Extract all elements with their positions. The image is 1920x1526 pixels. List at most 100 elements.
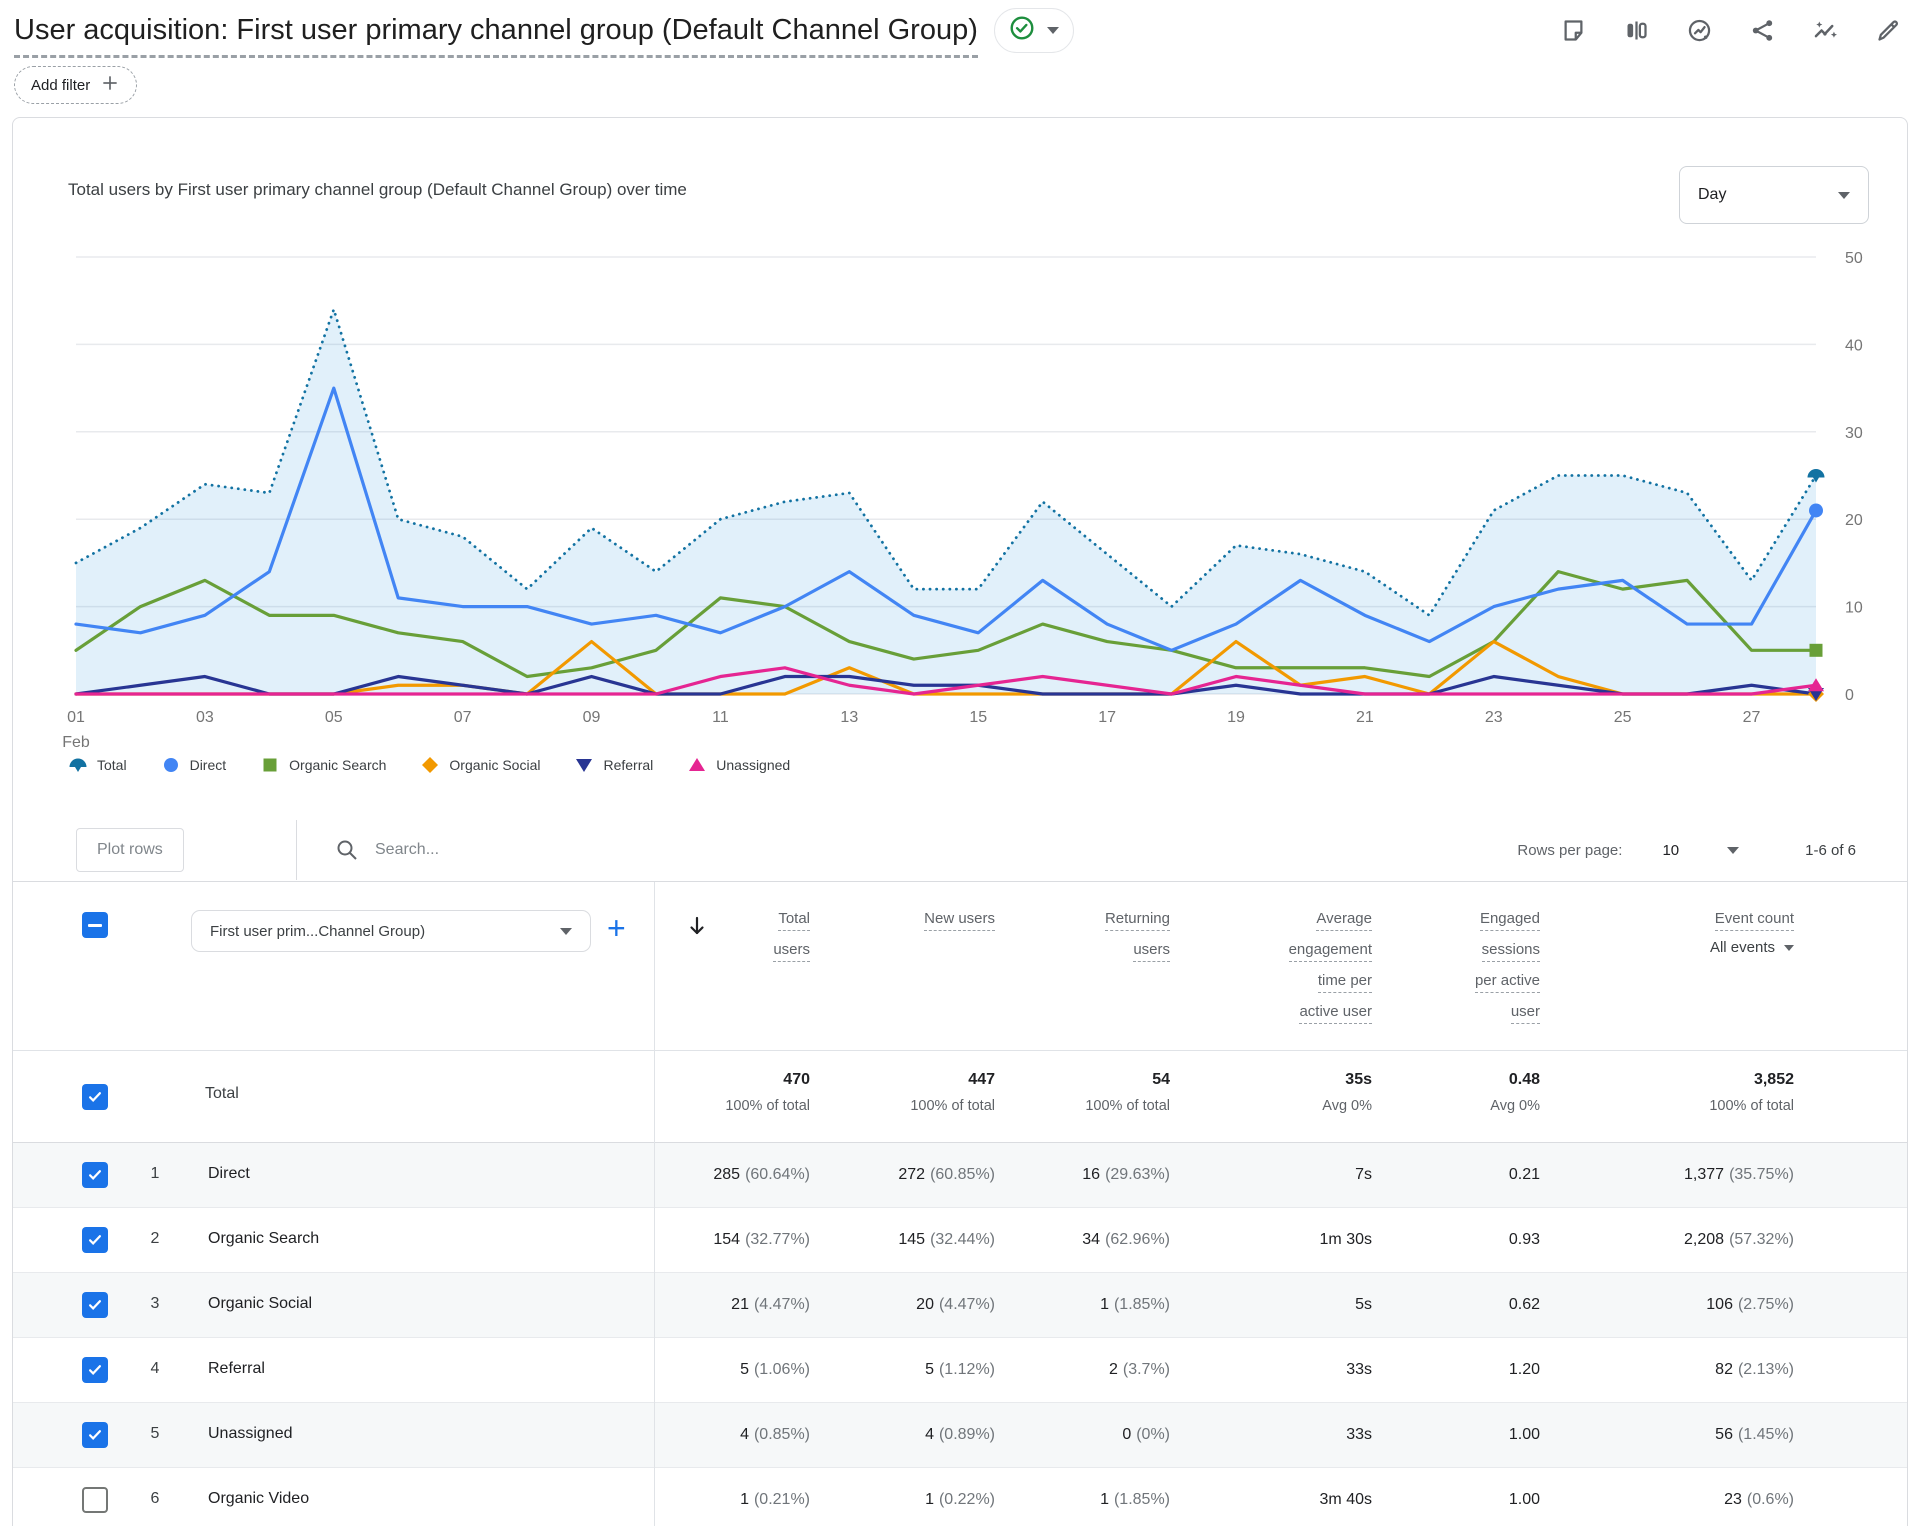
granularity-value: Day (1698, 186, 1726, 204)
svg-text:30: 30 (1845, 425, 1863, 442)
event-count-filter[interactable]: All events (1710, 939, 1794, 956)
rows-per-page-label: Rows per page: (1517, 842, 1622, 859)
svg-text:09: 09 (583, 709, 601, 726)
metric-cell: 1(1.85%) (1100, 1273, 1170, 1337)
total-cell: 3,852100% of total (1709, 1067, 1794, 1119)
column-header-engaged-sessions-per-active-user[interactable]: Engagedsessionsper activeuser (1475, 908, 1540, 1032)
svg-text:20: 20 (1845, 512, 1863, 529)
row-channel-name: Direct (208, 1165, 250, 1183)
add-filter-label: Add filter (31, 77, 90, 94)
sparkline-insights-icon[interactable] (1812, 17, 1839, 44)
column-header-total-users[interactable]: Totalusers (773, 908, 810, 970)
metric-cell: 4(0.89%) (925, 1403, 995, 1467)
dimension-selector[interactable]: First user prim...Channel Group) (191, 910, 591, 952)
legend-item-referral[interactable]: Referral (574, 756, 653, 774)
metric-cell: 1(0.22%) (925, 1468, 995, 1526)
table-header: First user prim...Channel Group) + Total… (13, 882, 1907, 1051)
legend-item-direct[interactable]: Direct (161, 756, 227, 774)
metric-cell: 1(1.85%) (1100, 1468, 1170, 1526)
row-number: 6 (141, 1490, 169, 1508)
legend-item-total[interactable]: Total (68, 756, 127, 774)
metric-cell: 56(1.45%) (1715, 1403, 1794, 1467)
total-cell: 35sAvg 0% (1322, 1067, 1372, 1119)
row-checkbox-organic-video[interactable] (82, 1487, 108, 1513)
chart-title: Total users by First user primary channe… (68, 180, 687, 200)
metric-cell: 0(0%) (1122, 1403, 1170, 1467)
table-toolbar: Plot rows Rows per page: 10 1-6 of 6 (13, 818, 1907, 882)
add-dimension-button[interactable]: + (607, 912, 626, 944)
select-all-checkbox[interactable] (82, 912, 108, 938)
pagination-range: 1-6 of 6 (1805, 842, 1856, 859)
svg-text:13: 13 (840, 709, 858, 726)
table-row-unassigned: 5 Unassigned4(0.85%)4(0.89%)0(0%)33s1.00… (13, 1403, 1907, 1468)
granularity-select[interactable]: Day (1679, 166, 1869, 224)
row-number: 4 (141, 1360, 169, 1378)
row-checkbox-total[interactable] (82, 1084, 108, 1110)
chevron-down-icon[interactable] (1727, 847, 1739, 854)
chevron-down-icon (1838, 192, 1850, 199)
svg-text:15: 15 (969, 709, 987, 726)
row-checkbox-direct[interactable] (82, 1162, 108, 1188)
svg-text:11: 11 (712, 709, 729, 726)
row-number: 5 (141, 1425, 169, 1443)
page-title: User acquisition: First user primary cha… (14, 14, 978, 47)
table-row-direct: 1 Direct285(60.64%)272(60.85%)16(29.63%)… (13, 1143, 1907, 1208)
row-checkbox-organic-search[interactable] (82, 1227, 108, 1253)
total-cell: 447100% of total (910, 1067, 995, 1119)
chevron-down-icon (1047, 27, 1059, 34)
table-row-organic-video: 6 Organic Video1(0.21%)1(0.22%)1(1.85%)3… (13, 1468, 1907, 1526)
metric-cell: 1m 30s (1320, 1208, 1372, 1272)
svg-text:03: 03 (196, 709, 214, 726)
legend-item-unassigned[interactable]: Unassigned (687, 756, 790, 774)
sort-descending-icon[interactable] (685, 914, 709, 943)
plus-icon (100, 73, 120, 97)
direct-marker-icon (161, 756, 181, 774)
page-header: User acquisition: First user primary cha… (14, 8, 1902, 53)
legend-item-organic-social[interactable]: Organic Social (420, 756, 540, 774)
plot-rows-button[interactable]: Plot rows (76, 828, 184, 872)
chevron-down-icon (1784, 945, 1794, 951)
metric-cell: 20(4.47%) (916, 1273, 995, 1337)
table-row-organic-search: 2 Organic Search154(32.77%)145(32.44%)34… (13, 1208, 1907, 1273)
timeseries-chart: 0102030405001Feb030507091113151719212325… (13, 218, 1907, 748)
row-checkbox-referral[interactable] (82, 1357, 108, 1383)
row-number: 1 (141, 1165, 169, 1183)
row-channel-name: Organic Video (208, 1490, 309, 1508)
report-status-badge[interactable] (994, 8, 1074, 53)
metric-cell: 0.93 (1509, 1208, 1540, 1272)
organic-social-marker-icon (420, 756, 440, 774)
add-filter-button[interactable]: Add filter (14, 66, 137, 104)
metric-cell: 4(0.85%) (740, 1403, 810, 1467)
chevron-down-icon (560, 928, 572, 935)
rows-per-page-select[interactable]: 10 (1662, 842, 1679, 859)
share-icon[interactable] (1749, 17, 1776, 44)
row-checkbox-organic-social[interactable] (82, 1292, 108, 1318)
column-header-event-count[interactable]: Event countAll events (1710, 908, 1794, 956)
table-body: Total470100% of total447100% of total541… (13, 1051, 1907, 1526)
column-header-returning-users[interactable]: Returningusers (1105, 908, 1170, 970)
insights-circle-icon[interactable] (1686, 17, 1713, 44)
comparison-icon[interactable] (1623, 17, 1650, 44)
svg-text:05: 05 (325, 709, 343, 726)
svg-text:10: 10 (1845, 600, 1863, 617)
svg-text:19: 19 (1227, 709, 1245, 726)
row-channel-name: Unassigned (208, 1425, 293, 1443)
metric-cell: 145(32.44%) (898, 1208, 995, 1272)
referral-marker-icon (574, 756, 594, 774)
metric-cell: 5s (1355, 1273, 1372, 1337)
column-header-new-users[interactable]: New users (924, 908, 995, 939)
edit-pencil-icon[interactable] (1875, 17, 1902, 44)
note-icon[interactable] (1560, 17, 1587, 44)
metric-cell: 285(60.64%) (713, 1143, 810, 1207)
legend-item-organic-search[interactable]: Organic Search (260, 756, 386, 774)
search-input[interactable] (375, 830, 795, 870)
metric-cell: 34(62.96%) (1082, 1208, 1170, 1272)
column-header-average-engagement-time-per-active-user[interactable]: Averageengagementtime peractive user (1289, 908, 1372, 1032)
metric-cell: 272(60.85%) (898, 1143, 995, 1207)
valid-checkmark-icon (1009, 15, 1035, 46)
metric-cell: 1,377(35.75%) (1684, 1143, 1794, 1207)
row-checkbox-unassigned[interactable] (82, 1422, 108, 1448)
svg-text:50: 50 (1845, 250, 1863, 267)
svg-text:07: 07 (454, 709, 472, 726)
svg-text:17: 17 (1098, 709, 1116, 726)
